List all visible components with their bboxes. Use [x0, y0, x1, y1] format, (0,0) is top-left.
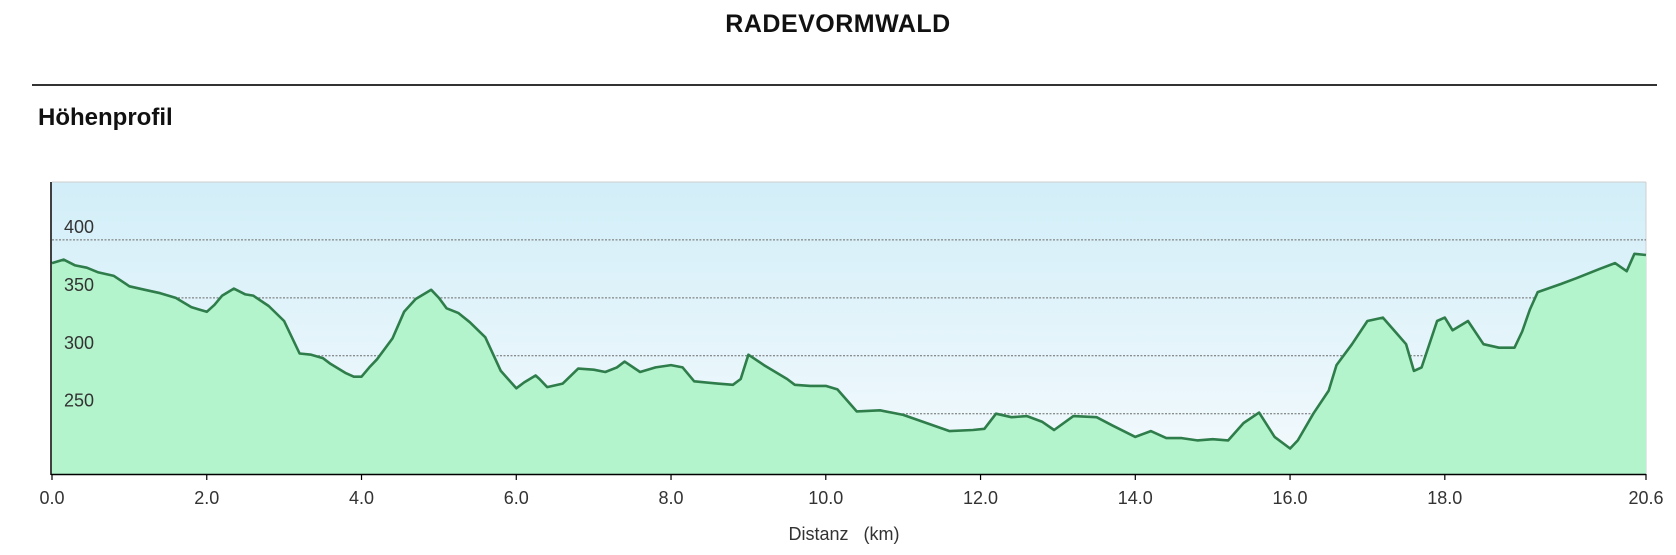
title-divider	[32, 84, 1657, 86]
page-title: RADEVORMWALD	[725, 10, 951, 38]
y-tick-label: 350	[64, 275, 94, 295]
x-tick-label: 8.0	[659, 488, 684, 508]
x-tick-label: 14.0	[1118, 488, 1153, 508]
elevation-area	[52, 253, 1646, 474]
y-tick-label: 250	[64, 391, 94, 411]
x-tick-label: 2.0	[194, 488, 219, 508]
y-tick-label: 400	[64, 217, 94, 237]
x-tick-label: 4.0	[349, 488, 374, 508]
y-tick-label: 300	[64, 333, 94, 353]
x-tick-label: 16.0	[1273, 488, 1308, 508]
x-tick-label: 10.0	[808, 488, 843, 508]
x-axis-title: Distanz (km)	[788, 524, 899, 544]
x-tick-label: 12.0	[963, 488, 998, 508]
x-tick-label: 18.0	[1427, 488, 1462, 508]
section-heading: Höhenprofil	[38, 104, 173, 131]
elevation-line	[51, 252, 1647, 450]
x-tick-label: 0.0	[39, 488, 64, 508]
x-tick-label: 6.0	[504, 488, 529, 508]
x-tick-label: 20.6	[1628, 488, 1663, 508]
